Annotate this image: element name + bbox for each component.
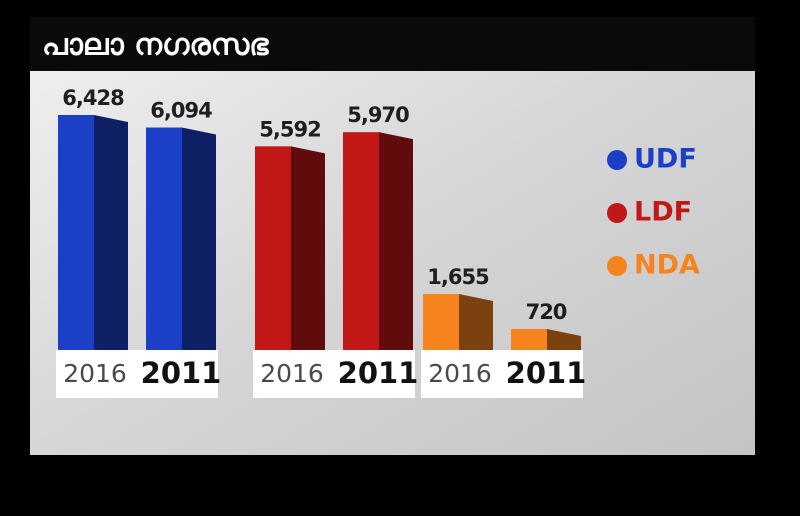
bar-side bbox=[547, 329, 581, 356]
label-box bbox=[253, 350, 415, 398]
legend-marker bbox=[607, 150, 627, 170]
label-box bbox=[421, 350, 583, 398]
bar-front bbox=[255, 146, 291, 356]
x-tick-label: 2011 bbox=[506, 356, 587, 390]
value-label: 720 bbox=[526, 300, 567, 324]
value-label: 6,428 bbox=[62, 86, 124, 110]
bar-side bbox=[291, 146, 325, 356]
x-tick-label: 2011 bbox=[141, 356, 222, 390]
legend-marker bbox=[607, 203, 627, 223]
legend-label: NDA bbox=[634, 250, 700, 281]
bar-side bbox=[94, 115, 128, 356]
bar-front bbox=[423, 293, 459, 356]
bar bbox=[255, 146, 325, 356]
legend-label: LDF bbox=[634, 197, 692, 228]
legend-label: UDF bbox=[634, 144, 697, 175]
legend-marker bbox=[607, 256, 627, 276]
label-box bbox=[56, 350, 218, 398]
value-label: 5,592 bbox=[259, 117, 320, 141]
bar-side bbox=[459, 293, 493, 356]
x-tick-label: 2016 bbox=[63, 359, 127, 388]
x-tick-label: 2016 bbox=[260, 359, 324, 388]
chart-title: പാലാ നഗരസഭ bbox=[42, 28, 269, 63]
bar bbox=[423, 293, 493, 356]
value-label: 5,970 bbox=[347, 103, 409, 127]
value-label: 1,655 bbox=[427, 265, 489, 289]
bar bbox=[343, 132, 413, 356]
x-tick-label: 2011 bbox=[338, 356, 419, 390]
value-label: 6,094 bbox=[150, 99, 212, 123]
bar-side bbox=[182, 127, 216, 356]
bar bbox=[146, 127, 216, 356]
bar-front bbox=[146, 127, 182, 356]
bar-front bbox=[343, 132, 379, 356]
title-band bbox=[30, 17, 755, 71]
x-tick-label: 2016 bbox=[428, 359, 492, 388]
bar-front bbox=[58, 115, 94, 356]
bar bbox=[58, 115, 128, 356]
bar-side bbox=[379, 132, 413, 356]
